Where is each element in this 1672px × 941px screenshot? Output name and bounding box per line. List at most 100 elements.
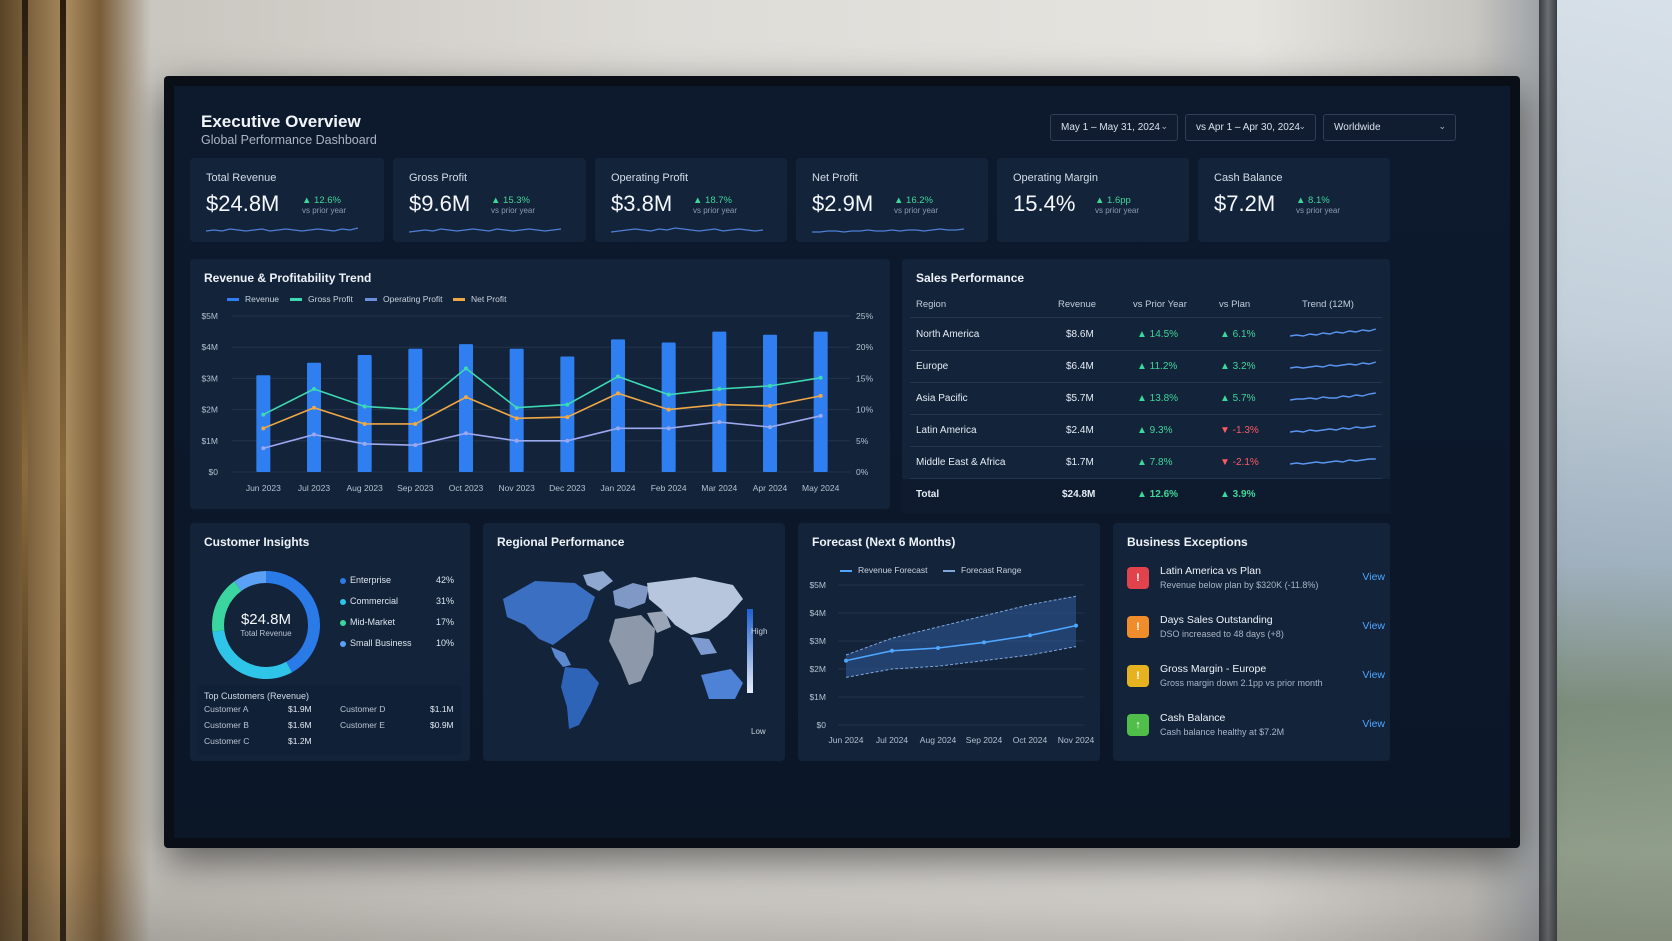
net-profit-point [717, 402, 722, 407]
x-tick-label: Feb 2024 [651, 483, 687, 493]
total-row-bg [902, 479, 1390, 513]
arrow-up-icon: ↑ [1127, 714, 1149, 736]
kpi-value: $24.8M [206, 191, 280, 216]
exception-description: Revenue below plan by $320K (-11.8%) [1160, 580, 1319, 590]
map-africa [609, 615, 655, 685]
map-southeast-asia [691, 637, 717, 655]
table-row[interactable]: Europe $6.4M ▲ 11.2% ▲ 3.2% [902, 351, 1390, 383]
world-map [503, 571, 753, 729]
x-tick-label: Jan 2024 [601, 483, 636, 493]
forecast-panel-title: Forecast (Next 6 Months) [812, 535, 956, 549]
sparkline-line [409, 228, 562, 233]
region-value: Worldwide [1334, 122, 1381, 133]
net-profit-point [818, 393, 823, 398]
view-link[interactable]: View [1362, 571, 1385, 583]
region-vs-plan: ▼ -2.1% [1220, 457, 1259, 468]
net-profit-point [413, 421, 418, 426]
x-tick-label: Jul 2024 [876, 735, 908, 745]
table-row[interactable]: North America $8.6M ▲ 14.5% ▲ 6.1% [902, 319, 1390, 351]
revenue-forecast-point [1028, 633, 1032, 638]
top-customer-value: $1.9M [288, 704, 312, 714]
region-trend-sparkline [1290, 425, 1376, 433]
view-link[interactable]: View [1362, 620, 1385, 632]
y2-tick-label: 25% [856, 311, 873, 321]
kpi-value: $3.8M [611, 191, 673, 216]
kpi-card: Total Revenue $24.8M ▲ 12.6% vs prior year [190, 158, 384, 242]
compare-range-select[interactable]: vs Apr 1 – Apr 30, 2024 ⌄ [1185, 114, 1316, 141]
net-profit-point [666, 407, 671, 412]
x-tick-label: Nov 2023 [498, 483, 535, 493]
top-customer-value: $1.6M [288, 720, 312, 730]
date-range-value: May 1 – May 31, 2024 [1061, 122, 1160, 133]
net-profit-point [514, 416, 519, 421]
region-trend-sparkline [1290, 328, 1377, 337]
donut-slice-small-business [234, 571, 266, 592]
kpi-change: ▲ 1.6pp [1095, 195, 1131, 206]
operating-profit-point [768, 425, 772, 430]
revenue-bar [712, 331, 727, 472]
y2-tick-label: 0% [856, 467, 869, 477]
sales-panel: Sales Performance Region Revenue vs Prior … [902, 259, 1390, 513]
kpi-change: ▲ 15.3% [491, 195, 530, 206]
kpi-compare: vs prior year [1095, 206, 1140, 215]
donut-center-label: Total Revenue [240, 629, 292, 638]
kpi-label: Operating Margin [1013, 172, 1098, 184]
kpi-compare: vs prior year [894, 206, 939, 215]
revenue-bar [763, 334, 777, 472]
segment-donut-chart [212, 571, 320, 679]
revenue-bar [560, 356, 575, 472]
legend-revenue: Revenue [227, 294, 279, 304]
region-vs-plan: ▲ 6.1% [1220, 329, 1256, 340]
table-row[interactable]: Latin America $2.4M ▲ 9.3% ▼ -1.3% [902, 415, 1390, 447]
view-link[interactable]: View [1362, 718, 1385, 730]
donut-slice-enterprise [266, 571, 320, 673]
scale-low-label: Low [751, 727, 766, 736]
kpi-label: Net Profit [812, 172, 858, 184]
segment-pct: 42% [436, 575, 455, 585]
kpi-card: Operating Margin 15.4% ▲ 1.6pp vs prior yea… [997, 158, 1189, 242]
map-greenland [583, 571, 613, 591]
map-middle-east [647, 611, 671, 633]
y-tick-label: $3M [201, 373, 218, 383]
table-row[interactable]: Asia Pacific $5.7M ▲ 13.8% ▲ 5.7% [902, 383, 1390, 415]
row-divider [910, 478, 1382, 479]
exceptions-panel: Business Exceptions ! Latin America vs Pl… [1113, 523, 1390, 761]
revenue-bar [661, 342, 676, 472]
y-tick-label: $5M [201, 311, 218, 321]
exception-description: DSO increased to 48 days (+8) [1160, 629, 1284, 639]
legend-operating-profit: Operating Profit [365, 294, 443, 304]
legend-gross-profit: Gross Profit [290, 294, 353, 304]
kpi-change: ▲ 12.6% [302, 195, 341, 206]
donut-center-value: $24.8M [240, 611, 292, 628]
segment-dot [340, 620, 346, 626]
segment-name: Small Business [350, 638, 412, 648]
gross-profit-point [666, 392, 671, 397]
net-profit-point [312, 405, 316, 410]
wall-trim [22, 0, 28, 941]
map-north-america [503, 581, 595, 645]
chevron-down-icon: ⌄ [1298, 121, 1306, 131]
region-select[interactable]: Worldwide ⌄ [1323, 114, 1456, 141]
legend-net-profit: Net Profit [453, 294, 506, 304]
column-header: Region [916, 299, 947, 310]
table-row[interactable]: Middle East & Africa $1.7M ▲ 7.8% ▼ -2.1% [902, 447, 1390, 479]
revenue-bar [307, 362, 321, 472]
view-link[interactable]: View [1362, 669, 1385, 681]
date-range-select[interactable]: May 1 – May 31, 2024 ⌄ [1050, 114, 1178, 141]
gross-profit-point [616, 374, 620, 379]
gross-profit-point [362, 404, 367, 409]
map-asia [647, 577, 743, 635]
top-customer-value: $1.1M [430, 704, 454, 714]
kpi-label: Cash Balance [1214, 172, 1283, 184]
y-tick-label: $5M [809, 580, 826, 590]
map-europe [613, 583, 649, 609]
kpi-sparkline [812, 228, 965, 233]
sparkline-line [206, 227, 359, 232]
exceptions-panel-title: Business Exceptions [1127, 535, 1248, 549]
customer-panel-title: Customer Insights [204, 535, 310, 549]
y-tick-label: $1M [809, 692, 826, 702]
operating-profit-point [312, 432, 316, 437]
gross-profit-point [514, 405, 519, 410]
top-customer-name: Customer B [204, 720, 249, 730]
y2-tick-label: 15% [856, 373, 873, 383]
